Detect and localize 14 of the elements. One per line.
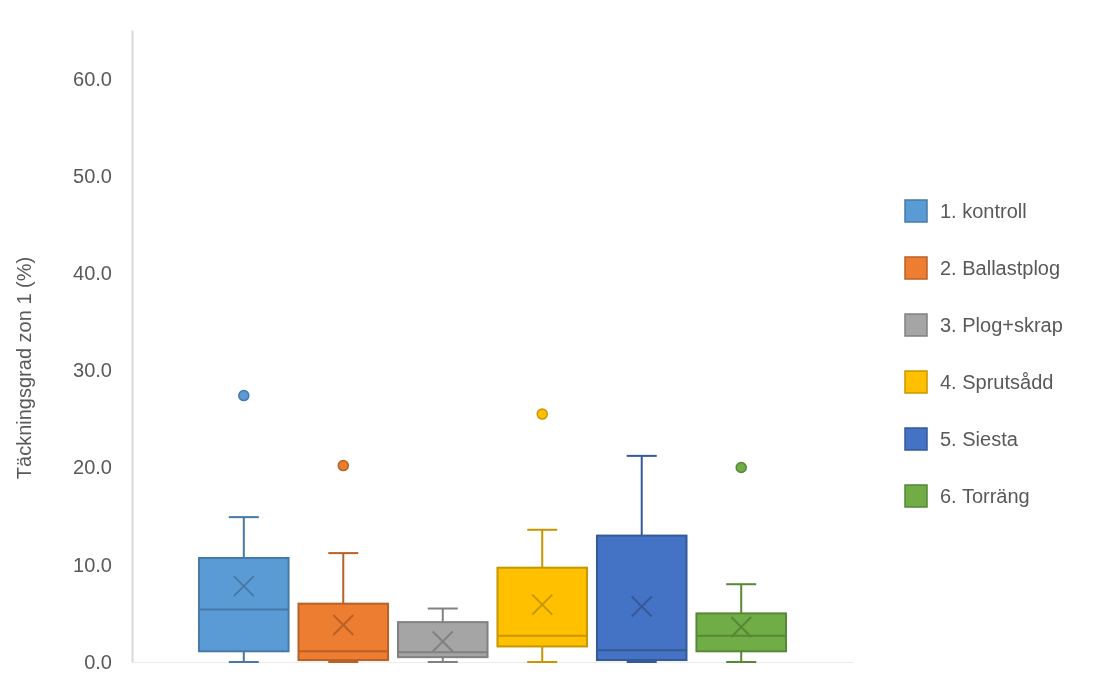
y-axis-title: Täckningsgrad zon 1 (%) <box>13 256 35 480</box>
y-tick-label: 40.0 <box>73 261 112 284</box>
legend-label: 2. Ballastplog <box>940 257 1061 279</box>
y-tick-label: 0.0 <box>84 650 112 673</box>
y-tick-label: 10.0 <box>73 553 112 576</box>
y-tick-label: 50.0 <box>73 164 112 187</box>
legend-label: 6. Torräng <box>940 485 1030 507</box>
legend-label: 4. Sprutsådd <box>940 371 1054 393</box>
y-tick-label: 30.0 <box>73 359 112 382</box>
y-tick-label: 60.0 <box>73 67 112 90</box>
y-tick-label: 20.0 <box>73 456 112 479</box>
legend-label: 3. Plog+skrap <box>940 314 1063 336</box>
legend-label: 1. kontroll <box>940 200 1027 222</box>
legend-label: 5. Siesta <box>940 428 1019 450</box>
